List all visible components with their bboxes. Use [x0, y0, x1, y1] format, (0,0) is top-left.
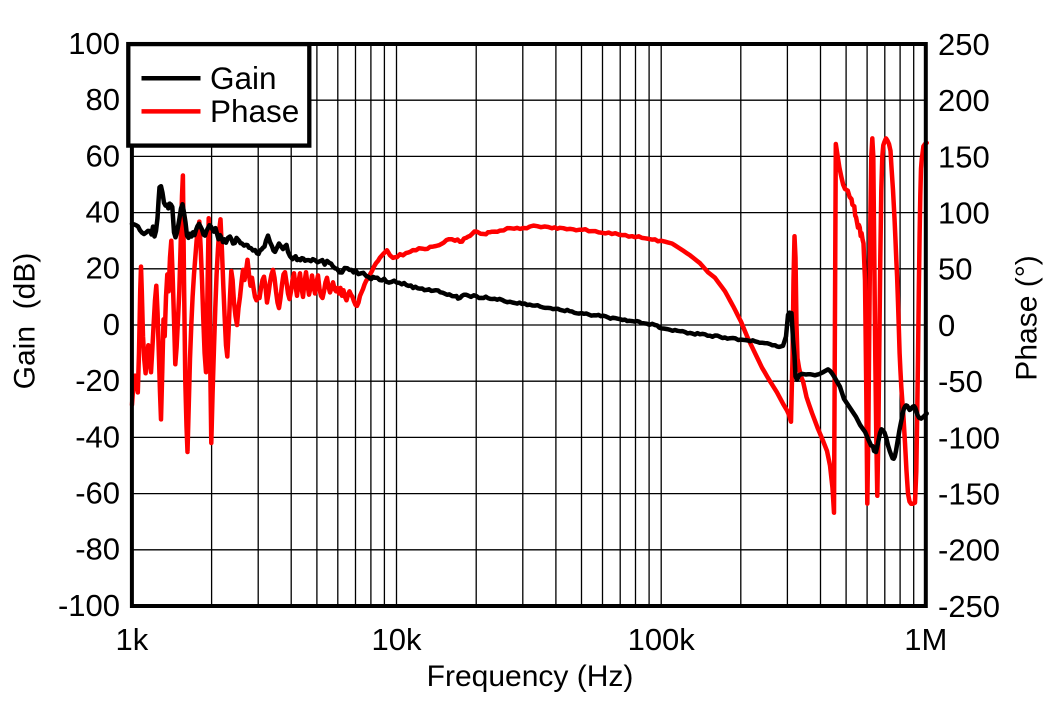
svg-text:80: 80: [86, 82, 120, 117]
svg-text:10k: 10k: [372, 622, 422, 657]
svg-text:100: 100: [68, 26, 120, 61]
svg-text:Frequency (Hz): Frequency (Hz): [427, 660, 634, 693]
svg-text:-100: -100: [938, 420, 1000, 455]
svg-text:100k: 100k: [628, 622, 696, 657]
svg-text:0: 0: [938, 308, 955, 343]
svg-text:250: 250: [938, 27, 990, 62]
svg-text:-200: -200: [938, 533, 1000, 568]
svg-text:100: 100: [938, 196, 990, 231]
svg-text:200: 200: [938, 83, 990, 118]
svg-text:-20: -20: [75, 363, 120, 398]
svg-text:Phase (°): Phase (°): [1011, 255, 1044, 380]
svg-text:-50: -50: [938, 364, 983, 399]
svg-text:20: 20: [86, 251, 120, 286]
svg-text:150: 150: [938, 139, 990, 174]
svg-text:-100: -100: [58, 588, 120, 623]
svg-text:Phase: Phase: [210, 93, 299, 129]
svg-text:1M: 1M: [904, 622, 947, 657]
svg-text:1k: 1k: [116, 622, 149, 657]
svg-text:60: 60: [86, 138, 120, 173]
svg-text:40: 40: [86, 195, 120, 230]
svg-text:-40: -40: [75, 419, 120, 454]
svg-text:Gain: Gain: [210, 60, 277, 96]
svg-text:-250: -250: [938, 589, 1000, 624]
svg-text:-80: -80: [75, 532, 120, 567]
svg-text:-60: -60: [75, 476, 120, 511]
svg-text:Gain (dB): Gain (dB): [9, 253, 42, 390]
svg-text:0: 0: [103, 307, 120, 342]
svg-text:50: 50: [938, 252, 972, 287]
svg-text:-150: -150: [938, 477, 1000, 512]
